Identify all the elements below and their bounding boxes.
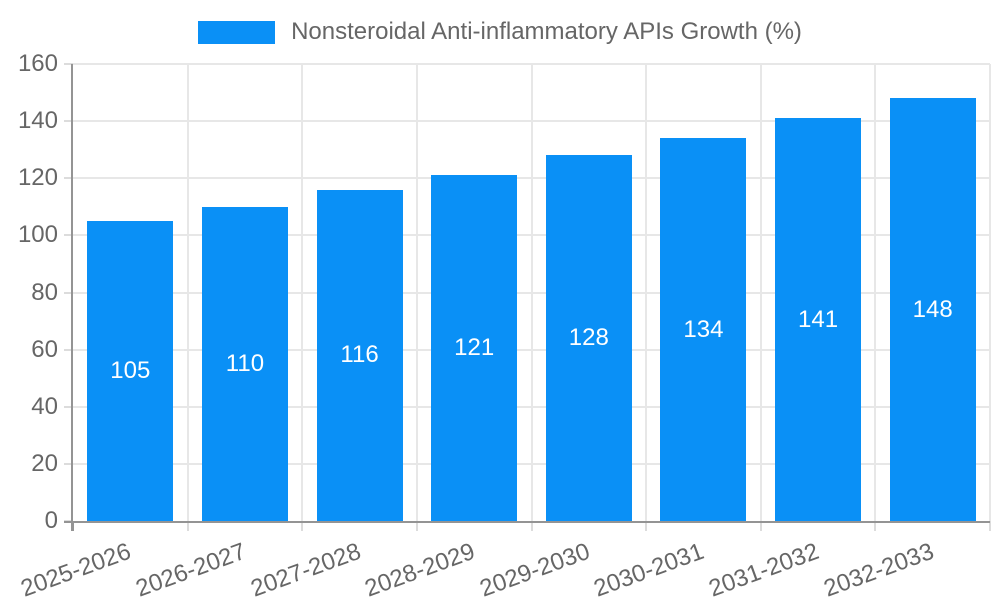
bar-2025-2026[interactable] — [87, 221, 174, 521]
y-tick-label: 160 — [17, 50, 58, 77]
gridline-vertical — [989, 64, 991, 521]
bar-value-label: 148 — [912, 295, 953, 323]
y-tick-label: 40 — [31, 392, 58, 420]
y-tick-label: 80 — [31, 278, 58, 306]
y-tick-label: 0 — [44, 507, 58, 534]
gridline-vertical — [759, 64, 762, 521]
gridline-vertical — [186, 64, 189, 521]
x-tick-mark — [989, 521, 991, 531]
bar-value-label: 105 — [110, 357, 151, 385]
y-tick-mark — [64, 63, 73, 65]
bar-2032-2033[interactable] — [889, 98, 976, 521]
y-tick-label: 120 — [17, 164, 58, 192]
y-axis-line — [71, 64, 73, 531]
bar-value-label: 134 — [683, 315, 724, 343]
bar-value-label: 110 — [225, 349, 265, 377]
bar-2030-2031[interactable] — [660, 138, 747, 521]
y-tick-mark — [64, 405, 73, 408]
y-tick-mark — [64, 291, 73, 294]
bar-value-label: 116 — [340, 341, 379, 369]
y-tick-label: 140 — [17, 107, 58, 135]
legend[interactable]: Nonsteroidal Anti-inflammatory APIs Grow… — [0, 19, 1000, 45]
x-tick-mark — [301, 521, 304, 531]
gridline-vertical — [874, 64, 877, 521]
y-tick-mark — [64, 348, 73, 351]
y-tick-label: 20 — [31, 449, 58, 477]
x-tick-mark — [186, 521, 189, 531]
bar-2029-2030[interactable] — [545, 155, 632, 521]
bar-value-label: 141 — [798, 305, 839, 333]
x-tick-mark — [645, 521, 648, 531]
bar-2028-2029[interactable] — [431, 175, 518, 521]
x-tick-mark — [415, 521, 418, 531]
y-tick-label: 100 — [17, 221, 58, 249]
x-tick-mark — [530, 521, 533, 531]
bar-value-label: 128 — [568, 324, 609, 352]
legend-swatch — [198, 20, 276, 44]
gridline-vertical — [301, 64, 304, 521]
y-tick-mark — [64, 234, 73, 237]
bar-2027-2028[interactable] — [316, 189, 403, 521]
y-tick-mark — [64, 177, 73, 180]
x-tick-mark — [874, 521, 877, 531]
bar-2026-2027[interactable] — [201, 206, 288, 521]
y-tick-mark — [64, 120, 73, 123]
y-tick-mark — [64, 462, 73, 465]
gridline-vertical — [645, 64, 648, 521]
x-axis-line — [64, 521, 990, 523]
y-tick-label: 60 — [31, 335, 58, 363]
gridline-vertical — [530, 64, 533, 521]
bar-value-label: 121 — [454, 334, 495, 362]
bar-2031-2032[interactable] — [775, 118, 862, 521]
x-tick-mark — [759, 521, 762, 531]
gridline-vertical — [415, 64, 418, 521]
x-tick-mark — [72, 521, 74, 531]
legend-label: Nonsteroidal Anti-inflammatory APIs Grow… — [291, 18, 802, 45]
